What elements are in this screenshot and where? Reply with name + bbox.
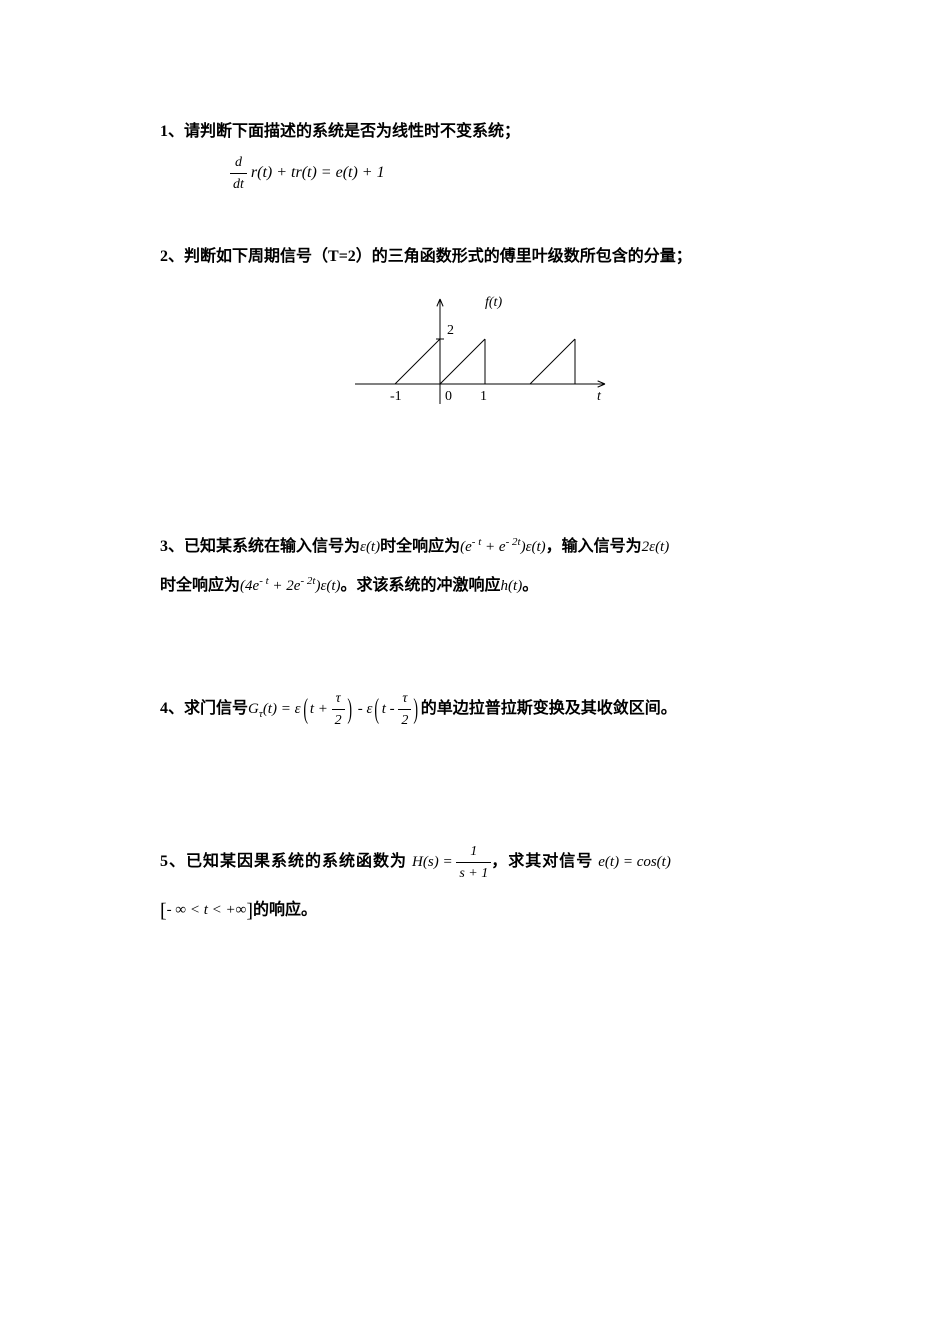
math-domain: [- ∞ < t < +∞] xyxy=(160,902,253,918)
problem-3-text3: ，输入信号为 xyxy=(546,538,642,555)
problem-5-text1: 已知某因果系统的系统函数为 xyxy=(186,853,407,870)
svg-text:t: t xyxy=(597,389,602,404)
problem-5-line2: [- ∞ < t < +∞]的响应。 xyxy=(160,896,790,926)
math-2epsilon: 2ε(t) xyxy=(642,539,670,555)
frac-den: dt xyxy=(230,174,247,195)
problem-1: 1、请判断下面描述的系统是否为线性时不变系统； d dt r(t) + tr(t… xyxy=(160,120,790,195)
problem-2: 2、判断如下周期信号（T=2）的三角函数形式的傅里叶级数所包含的分量； f(t)… xyxy=(160,245,790,434)
math-gate: Gτ(t) = ε(t + τ2) - ε(t - τ2) xyxy=(248,701,421,717)
problem-5-line1: 5、已知某因果系统的系统函数为 H(s) = 1s + 1，求其对信号 e(t)… xyxy=(160,841,790,884)
problem-2-title: 判断如下周期信号（T=2）的三角函数形式的傅里叶级数所包含的分量； xyxy=(184,248,692,265)
frac-tau-2-b: τ2 xyxy=(398,688,411,731)
problem-3-number: 3 xyxy=(160,538,168,555)
problem-5-text-l2: 的响应。 xyxy=(253,901,317,918)
problem-1-number: 1 xyxy=(160,123,168,140)
problem-4-text2: 的单边拉普拉斯变换及其收敛区间。 xyxy=(421,700,677,717)
problem-2-diagram: f(t) t -1 0 1 2 xyxy=(335,284,615,434)
math-resp2: (4e- t + 2e- 2t)ε(t) xyxy=(240,578,341,594)
svg-text:-1: -1 xyxy=(390,389,402,404)
svg-text:1: 1 xyxy=(480,389,487,404)
svg-text:f(t): f(t) xyxy=(485,295,502,310)
svg-text:0: 0 xyxy=(445,389,452,404)
problem-4-text1: 求门信号 xyxy=(184,700,248,717)
problem-3-text1: 已知某系统在输入信号为 xyxy=(184,538,360,555)
problem-2-header: 2、判断如下周期信号（T=2）的三角函数形式的傅里叶级数所包含的分量； xyxy=(160,245,790,269)
math-e-t: e(t) = cos(t) xyxy=(598,854,671,870)
fraction-d-dt: d dt xyxy=(230,152,247,195)
problem-3-text2: 时全响应为 xyxy=(380,538,460,555)
problem-2-sep: 、 xyxy=(168,248,184,265)
problem-1-equation: d dt r(t) + tr(t) = e(t) + 1 xyxy=(230,152,790,195)
problem-3: 3、已知某系统在输入信号为ε(t)时全响应为(e- t + e- 2t)ε(t)… xyxy=(160,534,790,598)
svg-text:2: 2 xyxy=(447,323,454,338)
problem-5: 5、已知某因果系统的系统函数为 H(s) = 1s + 1，求其对信号 e(t)… xyxy=(160,841,790,926)
equation-text: r(t) + tr(t) = e(t) + 1 xyxy=(251,164,385,181)
frac-1-s1: 1s + 1 xyxy=(456,841,491,884)
problem-3-text-l2-3: 。 xyxy=(522,577,538,594)
problem-5-text2: ，求其对信号 xyxy=(491,853,593,870)
problem-4: 4、求门信号Gτ(t) = ε(t + τ2) - ε(t - τ2)的单边拉普… xyxy=(160,688,790,731)
problem-2-number: 2 xyxy=(160,248,168,265)
frac-tau-2-a: τ2 xyxy=(332,688,345,731)
math-epsilon-t: ε(t) xyxy=(360,539,380,555)
problem-3-text-l2-1: 时全响应为 xyxy=(160,577,240,594)
problem-1-header: 1、请判断下面描述的系统是否为线性时不变系统； xyxy=(160,120,790,144)
problem-3-line1: 3、已知某系统在输入信号为ε(t)时全响应为(e- t + e- 2t)ε(t)… xyxy=(160,534,790,559)
problem-3-text-l2-2: 。求该系统的冲激响应 xyxy=(341,577,501,594)
math-resp1: (e- t + e- 2t)ε(t) xyxy=(460,539,546,555)
problem-5-sep: 、 xyxy=(169,853,186,870)
problem-5-number: 5 xyxy=(160,853,169,870)
problem-4-line1: 4、求门信号Gτ(t) = ε(t + τ2) - ε(t - τ2)的单边拉普… xyxy=(160,688,790,731)
problem-3-sep: 、 xyxy=(168,538,184,555)
frac-num: d xyxy=(230,152,247,174)
problem-1-sep: 、 xyxy=(168,123,184,140)
problem-2-diagram-container: f(t) t -1 0 1 2 xyxy=(160,284,790,434)
problem-4-number: 4 xyxy=(160,700,168,717)
problem-3-line2: 时全响应为(4e- t + 2e- 2t)ε(t)。求该系统的冲激响应h(t)。 xyxy=(160,573,790,598)
problem-1-title: 请判断下面描述的系统是否为线性时不变系统； xyxy=(184,123,520,140)
math-h-t: h(t) xyxy=(501,578,523,594)
problem-4-sep: 、 xyxy=(168,700,184,717)
math-H-s: H(s) = 1s + 1 xyxy=(412,854,491,870)
